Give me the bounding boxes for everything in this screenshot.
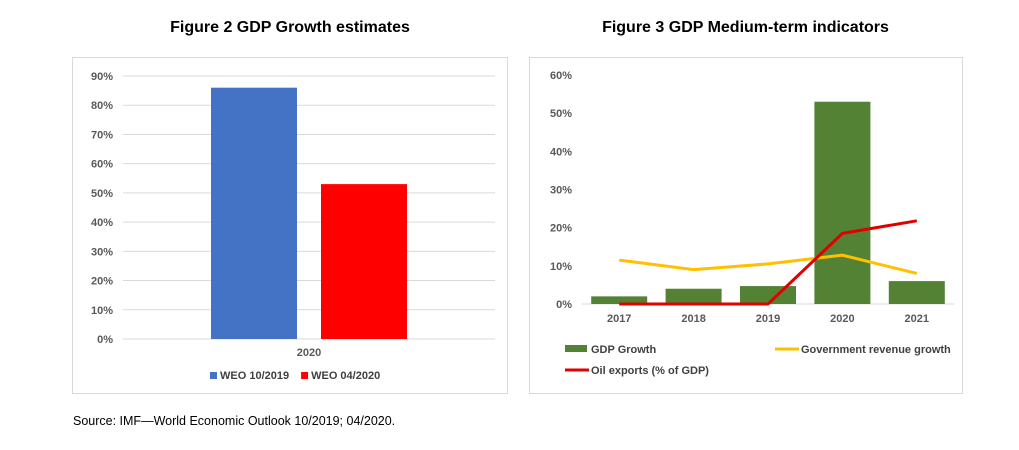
figure-3-chart: 0% 10% 20% 30% 40% 50% 60% 2017 2018 2019 2020 2021…	[529, 57, 963, 394]
legend-label: Oil exports (% of GDP)	[591, 365, 709, 377]
y-tick-label: 50%	[550, 108, 572, 120]
y-tick-label: 10%	[550, 261, 572, 273]
x-tick-label: 2019	[756, 313, 780, 325]
y-tick-label: 0%	[556, 299, 572, 311]
x-tick-label: 2020	[830, 313, 854, 325]
y-tick-label: 70%	[91, 129, 113, 141]
legend-label: WEO 04/2020	[311, 370, 380, 382]
bar-gdp-growth	[665, 288, 722, 304]
figure-2-chart: 0% 10% 20% 30% 40% 50% 60% 70% 80% 90% 2020 WEO 10/…	[72, 57, 508, 394]
legend-swatch	[210, 372, 217, 379]
y-tick-label: 60%	[550, 70, 572, 82]
bar-gdp-growth	[888, 281, 945, 304]
bar-weo-04-2020	[321, 184, 407, 339]
legend-label: Government revenue growth	[801, 344, 951, 356]
legend-swatch	[301, 372, 309, 379]
line-oil-exports-of-gdp-	[619, 219, 918, 306]
figure-3-svg: 0% 10% 20% 30% 40% 50% 60% 2017 2018 2019 2020 2021…	[550, 70, 954, 377]
y-tick-label: 30%	[550, 185, 572, 197]
figure-2-svg: 0% 10% 20% 30% 40% 50% 60% 70% 80% 90% 2020 WEO 10/…	[91, 71, 495, 382]
x-tick-label: 2020	[297, 347, 321, 359]
x-tick-label: 2018	[681, 313, 705, 325]
y-tick-label: 40%	[550, 146, 572, 158]
y-tick-label: 90%	[91, 71, 113, 83]
y-tick-label: 80%	[91, 100, 113, 112]
legend-label: GDP Growth	[591, 344, 656, 356]
y-tick-label: 60%	[91, 159, 113, 171]
y-tick-label: 0%	[97, 334, 113, 346]
y-tick-label: 20%	[91, 276, 113, 288]
y-tick-label: 20%	[550, 223, 572, 235]
figure-2-title: Figure 2 GDP Growth estimates	[170, 19, 410, 36]
legend-label: WEO 10/2019	[220, 370, 289, 382]
y-tick-label: 50%	[91, 188, 113, 200]
bar-weo-10-2019	[211, 87, 297, 339]
x-tick-label: 2017	[607, 313, 631, 325]
figure-3-title: Figure 3 GDP Medium-term indicators	[602, 19, 889, 36]
bar-gdp-growth	[740, 286, 796, 304]
legend-swatch	[565, 345, 587, 352]
source-note: Source: IMF—World Economic Outlook 10/20…	[73, 414, 396, 428]
y-tick-label: 30%	[91, 246, 113, 258]
y-tick-label: 10%	[91, 305, 113, 317]
line-government-revenue-growth	[619, 253, 918, 275]
x-tick-label: 2021	[905, 313, 929, 325]
bar-gdp-growth	[591, 296, 648, 304]
y-tick-label: 40%	[91, 217, 113, 229]
bar-gdp-growth	[814, 101, 871, 304]
